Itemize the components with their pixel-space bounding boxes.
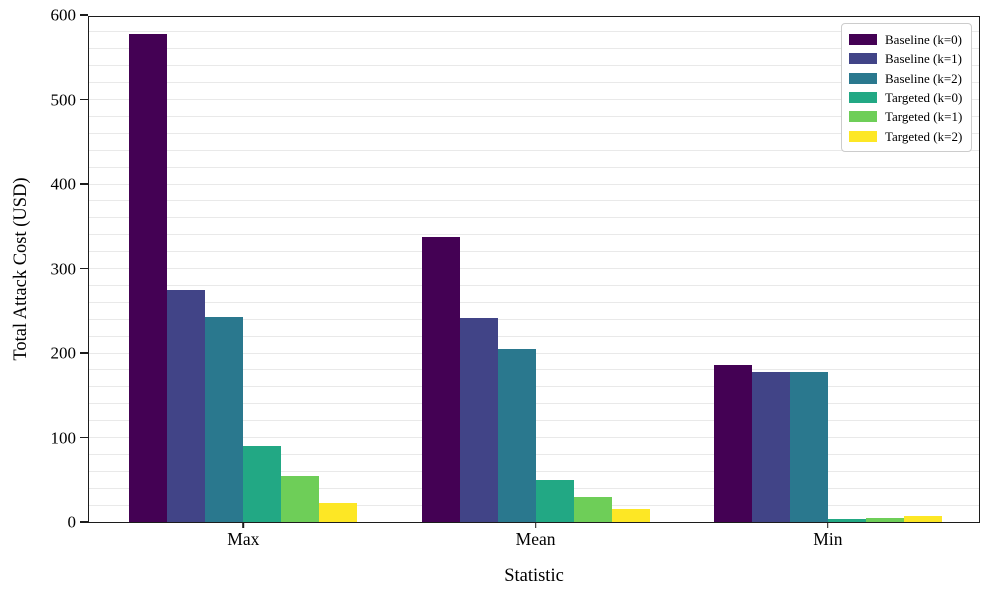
bar [129, 34, 168, 522]
y-tick-label: 500 [50, 90, 77, 109]
bar [573, 496, 612, 522]
y-tick-mark [80, 352, 88, 354]
legend-label: Targeted (k=0) [885, 90, 963, 106]
gridline [89, 65, 979, 67]
gridline [89, 251, 979, 253]
gridline [89, 301, 979, 303]
gridline [89, 149, 979, 151]
x-tick-label: Max [227, 529, 260, 549]
gridline [89, 82, 979, 84]
bar [789, 372, 828, 522]
gridline [89, 234, 979, 236]
gridline [89, 115, 979, 117]
x-axis-title: Statistic [504, 566, 564, 586]
legend-item: Targeted (k=0) [849, 88, 964, 107]
legend-swatch [849, 34, 877, 46]
legend-item: Baseline (k=0) [849, 30, 964, 49]
legend-label: Baseline (k=1) [885, 51, 963, 67]
gridline [89, 166, 979, 168]
gridline [89, 99, 979, 100]
y-tick-label: 0 [67, 512, 77, 532]
bar [865, 517, 904, 522]
bar [497, 348, 536, 522]
plot-area: 0 100 200 300 400 500 600 Max Mean Min [51, 7, 980, 548]
y-tick-mark [80, 183, 88, 185]
legend-item: Baseline (k=2) [849, 69, 964, 88]
y-tick-label: 600 [50, 5, 77, 25]
bar [751, 372, 790, 522]
gridline [89, 183, 979, 185]
gridline [89, 200, 979, 202]
bar [243, 445, 282, 522]
y-tick-label: 300 [50, 259, 77, 278]
gridline [89, 318, 979, 320]
y-tick-mark [80, 98, 88, 101]
gridline [89, 48, 979, 50]
legend-label: Baseline (k=2) [885, 70, 963, 86]
legend-swatch [849, 92, 877, 104]
legend-swatch [849, 53, 877, 65]
legend-swatch [849, 72, 877, 84]
gridline [89, 284, 979, 286]
gridline [89, 132, 979, 134]
y-tick-label: 200 [50, 343, 77, 363]
bar [459, 318, 498, 522]
y-tick-mark [80, 267, 88, 270]
legend-item: Targeted (k=1) [849, 107, 964, 126]
x-tick-mark [242, 522, 245, 528]
bar [903, 516, 942, 522]
y-tick-mark [80, 14, 88, 16]
legend-label: Baseline (k=0) [885, 32, 963, 48]
legend-swatch [849, 111, 877, 123]
bar [281, 475, 320, 522]
bar [713, 364, 752, 522]
bar [319, 502, 358, 522]
x-tick-mark [534, 522, 537, 528]
bar-group-max [129, 34, 358, 522]
legend-label: Targeted (k=2) [885, 128, 963, 144]
x-tick-mark [827, 522, 829, 528]
bar-group-mean [421, 237, 650, 522]
bar [611, 509, 650, 522]
y-axis-title: Total Attack Cost (USD) [10, 177, 31, 361]
bar [421, 237, 460, 522]
y-tick-label: 100 [50, 428, 77, 447]
legend-item: Targeted (k=2) [849, 126, 964, 145]
bar [167, 289, 206, 522]
x-tick-label: Min [813, 529, 843, 549]
y-tick-label: 400 [50, 174, 77, 194]
bar [205, 316, 244, 522]
bar [827, 518, 866, 522]
legend-label: Targeted (k=1) [885, 109, 963, 125]
gridline [89, 335, 979, 337]
y-tick-mark [80, 436, 88, 439]
legend: Baseline (k=0) Baseline (k=1) Baseline (k=… [841, 23, 972, 152]
gridline [89, 217, 979, 219]
gridline [89, 268, 979, 269]
x-tick-label: Mean [515, 529, 556, 549]
legend-swatch [849, 130, 877, 142]
bar [535, 479, 574, 522]
gridline [89, 31, 979, 33]
legend-item: Baseline (k=1) [849, 49, 964, 68]
bar-group-min [713, 364, 942, 522]
y-tick-mark [80, 521, 88, 523]
